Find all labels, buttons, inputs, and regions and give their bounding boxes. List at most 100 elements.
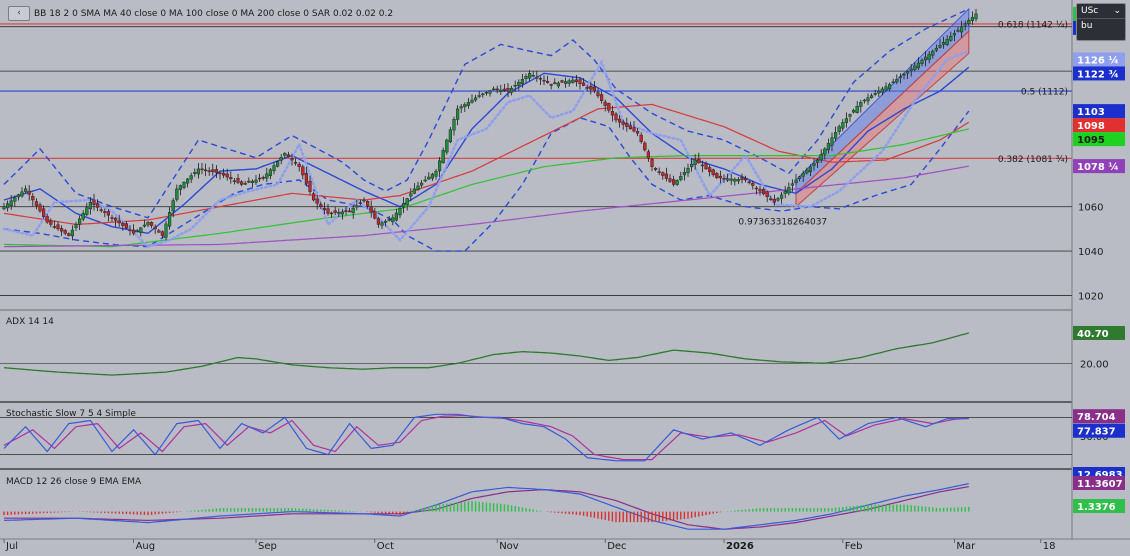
candle-body[interactable] — [9, 200, 13, 206]
candle-body[interactable] — [369, 206, 373, 213]
candle-body[interactable] — [481, 93, 485, 96]
candle-body[interactable] — [430, 173, 434, 179]
candle-body[interactable] — [697, 158, 701, 164]
candle-body[interactable] — [247, 180, 251, 183]
candle-body[interactable] — [830, 137, 834, 146]
candle-body[interactable] — [571, 79, 575, 83]
candle-body[interactable] — [337, 212, 341, 214]
candle-body[interactable] — [888, 84, 892, 90]
candle-body[interactable] — [798, 176, 802, 179]
candle-body[interactable] — [679, 176, 683, 180]
candle-body[interactable] — [711, 169, 715, 176]
candle-body[interactable] — [74, 224, 78, 228]
candle-body[interactable] — [654, 168, 658, 170]
candle-body[interactable] — [517, 82, 521, 86]
candle-body[interactable] — [945, 39, 949, 45]
candle-body[interactable] — [801, 173, 805, 177]
candle-body[interactable] — [164, 223, 168, 238]
candle-body[interactable] — [131, 229, 136, 234]
candle-body[interactable] — [513, 84, 517, 87]
candle-body[interactable] — [124, 223, 128, 229]
candle-body[interactable] — [949, 36, 953, 41]
candle-body[interactable] — [394, 212, 398, 221]
candle-body[interactable] — [272, 165, 276, 172]
candle-body[interactable] — [189, 175, 193, 180]
candle-body[interactable] — [225, 173, 229, 178]
candle-body[interactable] — [171, 200, 175, 212]
candle-body[interactable] — [448, 129, 452, 143]
candle-body[interactable] — [499, 89, 503, 93]
candle-body[interactable] — [492, 88, 496, 91]
candle-body[interactable] — [740, 177, 744, 180]
candle-body[interactable] — [564, 81, 568, 84]
candle-body[interactable] — [294, 162, 298, 164]
candle-body[interactable] — [153, 226, 157, 230]
candle-body[interactable] — [135, 230, 139, 232]
candle-body[interactable] — [402, 203, 406, 208]
candle-body[interactable] — [895, 79, 899, 83]
candle-body[interactable] — [776, 198, 780, 201]
candle-body[interactable] — [715, 173, 719, 178]
candle-body[interactable] — [704, 163, 708, 170]
candle-body[interactable] — [193, 172, 197, 174]
candle-body[interactable] — [77, 218, 82, 225]
candle-body[interactable] — [229, 177, 233, 180]
candle-body[interactable] — [553, 82, 557, 84]
candle-body[interactable] — [967, 20, 971, 25]
candle-body[interactable] — [780, 194, 784, 199]
candle-body[interactable] — [236, 178, 240, 183]
adx-panel[interactable] — [0, 312, 1072, 400]
candle-body[interactable] — [963, 23, 967, 26]
candle-body[interactable] — [333, 210, 337, 213]
candle-body[interactable] — [258, 177, 262, 180]
candle-body[interactable] — [661, 172, 665, 176]
candle-body[interactable] — [117, 220, 121, 224]
candle-body[interactable] — [157, 230, 161, 233]
candle-body[interactable] — [708, 167, 712, 173]
candle-body[interactable] — [398, 207, 402, 216]
candle-body[interactable] — [931, 50, 935, 56]
candle-body[interactable] — [358, 202, 362, 204]
candle-body[interactable] — [232, 180, 236, 182]
candle-body[interactable] — [376, 218, 380, 225]
candle-body[interactable] — [765, 191, 769, 197]
candle-body[interactable] — [542, 79, 546, 82]
candle-body[interactable] — [805, 169, 809, 174]
candle-body[interactable] — [686, 167, 690, 174]
candle-body[interactable] — [92, 199, 96, 206]
candle-body[interactable] — [34, 201, 38, 206]
legend-toggle-button[interactable]: ‹ — [8, 6, 30, 21]
candle-body[interactable] — [85, 207, 89, 215]
candle-body[interactable] — [567, 80, 571, 84]
candle-body[interactable] — [412, 188, 416, 194]
candle-body[interactable] — [146, 222, 150, 226]
candle-body[interactable] — [546, 81, 550, 83]
candle-body[interactable] — [700, 164, 704, 167]
candle-body[interactable] — [643, 142, 647, 151]
candle-body[interactable] — [2, 206, 6, 210]
candle-body[interactable] — [916, 62, 920, 69]
candle-body[interactable] — [63, 230, 67, 234]
candle-body[interactable] — [441, 150, 445, 163]
candle-body[interactable] — [880, 88, 884, 93]
macd-line[interactable] — [3, 483, 969, 530]
candle-body[interactable] — [726, 178, 730, 181]
candle-body[interactable] — [927, 53, 931, 60]
candle-body[interactable] — [823, 148, 827, 155]
candle-body[interactable] — [268, 169, 272, 176]
candle-body[interactable] — [456, 108, 460, 120]
candle-body[interactable] — [970, 16, 974, 21]
candle-body[interactable] — [355, 205, 359, 208]
candle-body[interactable] — [196, 168, 200, 175]
candle-body[interactable] — [484, 92, 488, 94]
candle-body[interactable] — [139, 227, 143, 233]
candle-body[interactable] — [826, 143, 830, 151]
candle-body[interactable] — [913, 65, 917, 70]
candle-body[interactable] — [423, 179, 427, 182]
candle-body[interactable] — [736, 179, 740, 182]
regression-channel-lower[interactable] — [795, 29, 970, 208]
candle-body[interactable] — [614, 113, 618, 121]
candle-body[interactable] — [952, 33, 956, 36]
candle-body[interactable] — [121, 222, 125, 226]
candle-body[interactable] — [99, 209, 103, 211]
